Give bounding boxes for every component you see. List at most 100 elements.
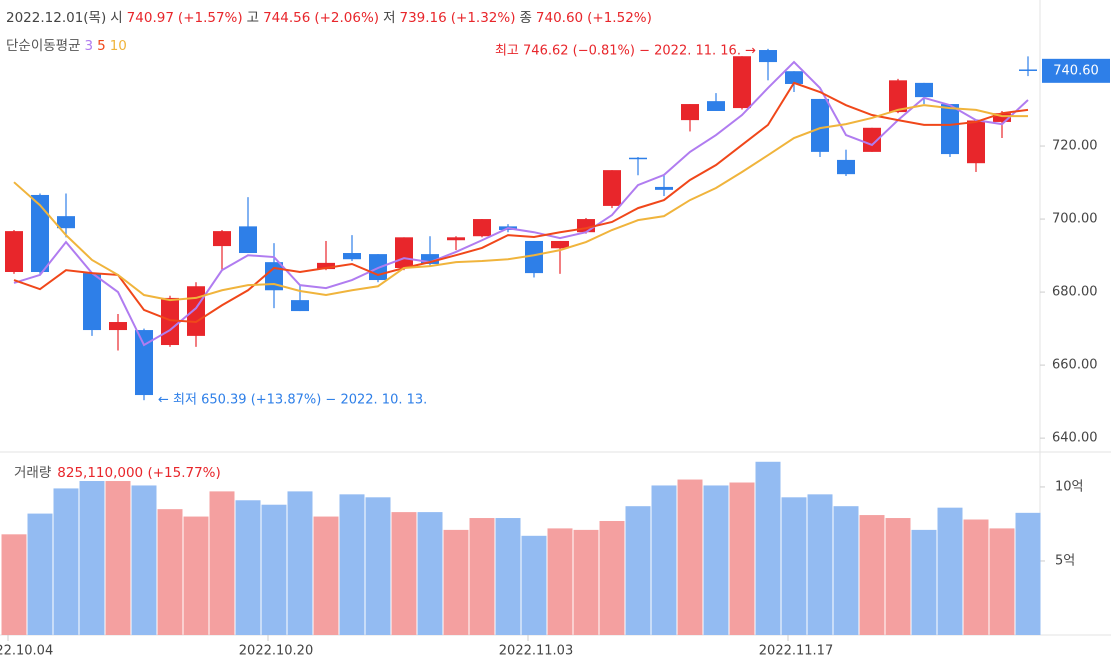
volume-bar xyxy=(183,516,209,635)
ohlc-change: (+1.57%) xyxy=(177,10,243,26)
volume-bar xyxy=(261,504,287,635)
y-tick-label: 660.00 xyxy=(1052,358,1098,373)
candle-body xyxy=(5,231,23,273)
candle-body xyxy=(551,240,569,249)
volume-bar xyxy=(729,482,755,635)
candle-body xyxy=(629,157,647,160)
candle-body xyxy=(317,262,335,270)
volume-bar xyxy=(651,485,677,635)
candle-body xyxy=(473,219,491,237)
volume-bar xyxy=(495,518,521,635)
candle-body xyxy=(31,194,49,273)
candle-body xyxy=(447,237,465,241)
volume-header: 거래량 825,110,000 (+15.77%) xyxy=(14,461,221,481)
moving-average xyxy=(13,81,1029,324)
legend-entry: 5 xyxy=(97,38,106,54)
candle-body xyxy=(733,56,751,109)
ohlc-change: (+2.06%) xyxy=(314,10,380,26)
x-tick-label: 2022.10.04 xyxy=(0,644,53,659)
x-tick-label: 2022.11.17 xyxy=(759,644,833,659)
candle-body xyxy=(239,226,257,254)
date: 2022.12.01(목) xyxy=(6,10,107,26)
volume-bar xyxy=(157,509,183,635)
volume-bar xyxy=(79,481,105,635)
candle-body xyxy=(291,300,309,312)
candle-body xyxy=(889,80,907,113)
volume-bar xyxy=(339,494,365,635)
candle-body xyxy=(655,186,673,190)
x-tick-label: 2022.10.20 xyxy=(239,644,313,659)
volume-bar xyxy=(27,513,53,635)
volume-bar xyxy=(625,506,651,635)
candle-body xyxy=(941,104,959,155)
volume-bar xyxy=(833,506,859,635)
volume-title: 거래량 xyxy=(14,465,52,481)
volume-bar xyxy=(131,485,157,635)
candle-body xyxy=(707,101,725,111)
ohlc-label: 고 xyxy=(246,10,260,26)
y-tick-label: 720.00 xyxy=(1052,139,1098,154)
high-annotation: 최고 746.62 (−0.81%) − 2022. 11. 16. → xyxy=(495,43,756,58)
candle-body xyxy=(135,330,153,396)
volume-bar xyxy=(287,491,313,635)
candle-body xyxy=(343,253,361,260)
y-tick-label: 10억 xyxy=(1055,479,1084,494)
legend-entry: 10 xyxy=(109,38,127,54)
volume-bar xyxy=(469,518,495,635)
candle-body xyxy=(811,98,829,152)
ohlc-value: 744.56 xyxy=(263,10,311,26)
y-tick-label: 640.00 xyxy=(1052,431,1098,446)
x-tick-label: 2022.11.03 xyxy=(499,644,573,659)
volume-bar xyxy=(443,529,469,635)
legend-entry: 3 xyxy=(84,38,94,54)
candle-body xyxy=(525,240,543,274)
ohlc-change: (+1.32%) xyxy=(450,10,516,26)
ohlc-value: 740.97 xyxy=(126,10,174,26)
volume-bar xyxy=(677,479,703,635)
ohlc-change: (+1.52%) xyxy=(587,10,652,26)
candle-body xyxy=(395,237,413,268)
ohlc-value: 739.16 xyxy=(399,10,447,26)
y-tick-label: 680.00 xyxy=(1052,285,1098,300)
volume-bar xyxy=(599,520,625,635)
volume-value: 825,110,000 (+15.77%) xyxy=(57,465,221,481)
ohlc-header: 2022.12.01(목) 시 740.97 (+1.57%) 고 744.56 (+2.0… xyxy=(6,6,656,26)
volume-bar xyxy=(937,507,963,635)
candle-body xyxy=(993,113,1011,122)
candle-body xyxy=(863,127,881,152)
candle-body xyxy=(603,170,621,206)
last-price-label: 740.60 xyxy=(1053,63,1099,78)
volume-bar xyxy=(1015,512,1041,635)
candle-body xyxy=(187,286,205,336)
volume-bar xyxy=(391,512,417,635)
candle-body xyxy=(109,322,127,331)
ohlc-label: 종 xyxy=(519,10,532,26)
volume-bar xyxy=(53,488,79,635)
volume-bar xyxy=(963,519,989,635)
candle-body xyxy=(759,50,777,63)
volume-bar xyxy=(209,491,235,635)
ohlc-label: 시 xyxy=(110,10,123,26)
candle-body xyxy=(681,104,699,121)
ohlc-value: 740.60 xyxy=(535,10,584,26)
candle-body xyxy=(421,254,439,264)
y-tick-label: 5억 xyxy=(1055,553,1075,568)
volume-bar xyxy=(417,512,443,635)
low-annotation: ← 최저 650.39 (+13.87%) − 2022. 10. 13. xyxy=(158,393,427,408)
volume-bar xyxy=(911,529,937,635)
volume-bar xyxy=(807,494,833,635)
volume-bar xyxy=(105,481,131,635)
volume-bar xyxy=(1,534,27,635)
legend-title: 단순이동평균 xyxy=(6,38,81,54)
candle-body xyxy=(967,120,985,164)
y-tick-label: 700.00 xyxy=(1052,212,1098,227)
candle-body xyxy=(577,219,595,233)
candle-body xyxy=(1019,69,1037,71)
volume-bar xyxy=(989,528,1015,635)
candle-body xyxy=(915,82,933,98)
candle-body xyxy=(57,216,75,229)
candle-body xyxy=(213,231,231,247)
volume-bar xyxy=(859,515,885,635)
